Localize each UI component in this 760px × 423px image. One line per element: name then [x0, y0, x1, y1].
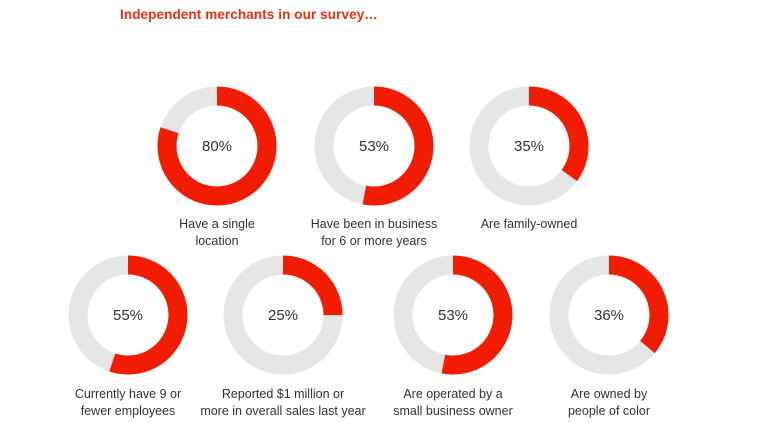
donut-caption: Currently have 9 or fewer employees [28, 386, 228, 420]
donut-3: 35% [469, 86, 589, 206]
caption-line: more in overall sales last year [200, 404, 366, 418]
caption-line: for 6 or more years [321, 234, 427, 248]
donut-percent-label: 25% [268, 307, 298, 324]
caption-line: Are owned by [570, 387, 648, 401]
caption-line: location [195, 234, 239, 248]
donut-1: 80% [157, 86, 277, 206]
donut-5: 25% [223, 255, 343, 375]
donut-value-arc [549, 255, 669, 375]
caption-line: Have a single [179, 217, 255, 231]
caption-line: Currently have 9 or [74, 387, 182, 401]
donut-value-arc [68, 255, 188, 375]
donut-4: 55% [68, 255, 188, 375]
donut-percent-label: 53% [438, 307, 468, 324]
donut-percent-label: 55% [113, 307, 143, 324]
donut-value-arc [157, 86, 277, 206]
donut-caption: Are family-owned [429, 216, 629, 233]
donut-value-arc [469, 86, 589, 206]
donut-percent-label: 35% [514, 138, 544, 155]
donut-2: 53% [314, 86, 434, 206]
caption-line: Are operated by a [403, 387, 503, 401]
caption-line: Are family-owned [480, 217, 578, 231]
donut-caption: Are operated by a small business owner [353, 386, 553, 420]
caption-line: Reported $1 million or [221, 387, 345, 401]
caption-line: people of color [567, 404, 650, 418]
chart-title: Independent merchants in our survey… [120, 7, 378, 22]
donut-percent-label: 53% [359, 138, 389, 155]
caption-line: Have been in business [310, 217, 438, 231]
donut-percent-label: 36% [594, 307, 624, 324]
donut-caption: Have been in business for 6 or more years [274, 216, 474, 250]
donut-percent-label: 80% [202, 138, 232, 155]
donut-7: 36% [549, 255, 669, 375]
donut-caption: Reported $1 million or more in overall sa… [183, 386, 383, 420]
donut-value-arc [314, 86, 434, 206]
donut-caption: Have a single location [117, 216, 317, 250]
donut-value-arc [223, 255, 343, 375]
caption-line: fewer employees [80, 404, 176, 418]
donut-6: 53% [393, 255, 513, 375]
caption-line: small business owner [393, 404, 513, 418]
donut-value-arc [393, 255, 513, 375]
donut-caption: Are owned by people of color [509, 386, 709, 420]
